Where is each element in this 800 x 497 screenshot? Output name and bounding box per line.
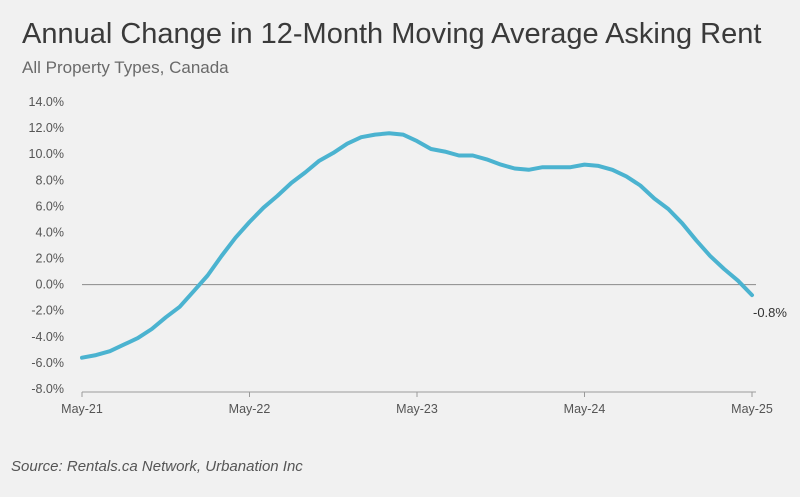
y-tick-label: -2.0% (31, 304, 64, 318)
y-tick-label: 10.0% (29, 147, 64, 161)
y-tick-label: 0.0% (36, 278, 65, 292)
chart-title: Annual Change in 12-Month Moving Average… (22, 18, 762, 50)
chart-subtitle: All Property Types, Canada (22, 58, 229, 77)
series-line (80, 131, 754, 360)
y-tick-label: -6.0% (31, 356, 64, 370)
y-tick-label: 6.0% (36, 199, 65, 213)
y-tick-label: 8.0% (36, 173, 65, 187)
end-value-label: -0.8% (753, 305, 787, 320)
x-tick-label: May-25 (731, 402, 773, 416)
x-tick-label: May-24 (564, 402, 606, 416)
series-group: -0.8% (80, 131, 787, 360)
y-tick-label: 14.0% (29, 95, 64, 109)
x-tick-label: May-23 (396, 402, 438, 416)
y-tick-label: 12.0% (29, 121, 64, 135)
y-tick-label: 2.0% (36, 252, 65, 266)
y-tick-label: -4.0% (31, 330, 64, 344)
x-tick-label: May-22 (229, 402, 271, 416)
y-axis: 14.0% 12.0% 10.0% 8.0% 6.0% 4.0% 2.0% 0.0% -2.0%… (29, 95, 756, 396)
y-tick-label: 4.0% (36, 225, 65, 239)
x-axis: May-21 May-22 May-23 May-24 May-25 (61, 391, 773, 416)
x-tick-label: May-21 (61, 402, 103, 416)
source-note: Source: Rentals.ca Network, Urbanation I… (11, 458, 303, 475)
y-tick-label: -8.0% (31, 382, 64, 396)
